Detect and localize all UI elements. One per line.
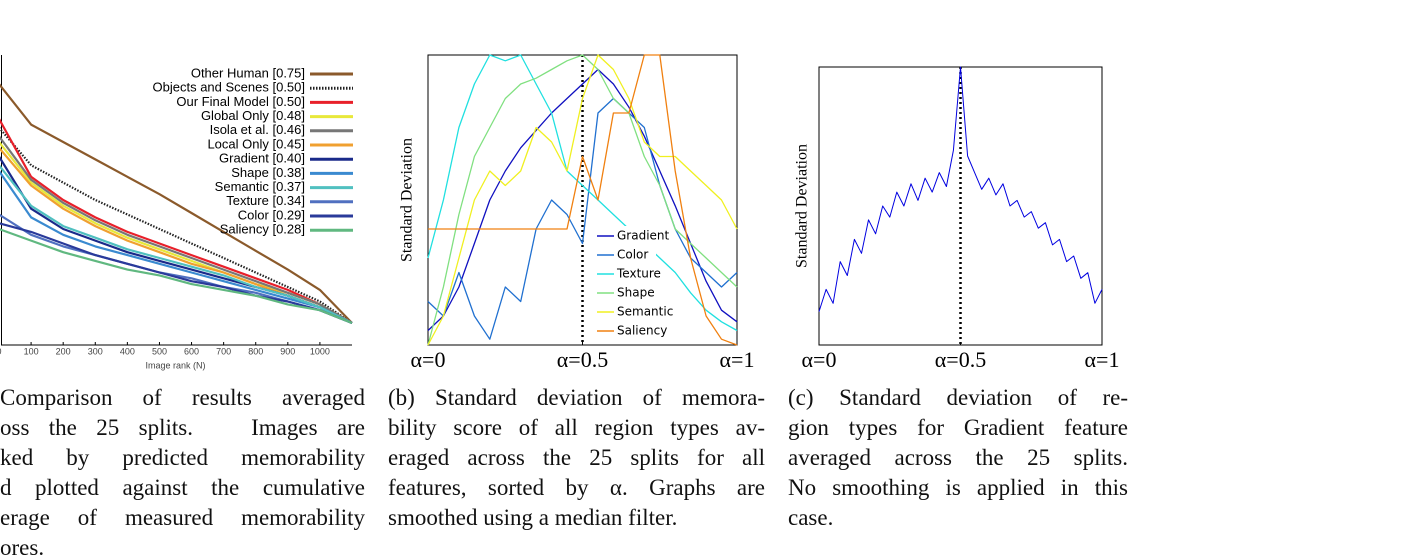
caption-line: eraged across the 25 splits for all bbox=[388, 445, 765, 470]
legend-box bbox=[592, 226, 656, 342]
caption-line: averaged across the 25 splits. bbox=[788, 445, 1128, 470]
x-tick-label: 500 bbox=[152, 346, 167, 356]
x-axis-label: Image rank (N) bbox=[145, 360, 205, 370]
x-tick-label: α=1 bbox=[720, 347, 755, 372]
data-line bbox=[818, 66, 1103, 312]
legend-label: Saliency [0.28] bbox=[220, 222, 305, 237]
data-line bbox=[427, 54, 738, 346]
legend-label: Semantic [0.37] bbox=[215, 179, 305, 194]
legend-label: Local Only [0.45] bbox=[207, 136, 305, 151]
caption: (c) Standard deviation of re-gion types … bbox=[788, 383, 1128, 533]
legend-label: Semantic bbox=[617, 305, 673, 319]
x-tick-label: α=0 bbox=[411, 347, 446, 372]
legend-label: Gradient [0.40] bbox=[219, 151, 305, 166]
caption-line: features, sorted by α. Graphs are bbox=[388, 475, 765, 500]
data-line bbox=[0, 83, 353, 324]
x-tick-label: α=0 bbox=[802, 347, 837, 372]
caption-line: No smoothing is applied in this bbox=[788, 475, 1128, 500]
caption: Comparison of results averaged oss the 25… bbox=[0, 383, 365, 558]
caption-line: bility score of all region types av- bbox=[388, 415, 765, 440]
legend-label: Shape bbox=[617, 286, 655, 300]
legend-label: Texture bbox=[616, 267, 661, 281]
legend-label: Color bbox=[617, 248, 648, 262]
data-line bbox=[428, 54, 738, 346]
data-line bbox=[0, 222, 353, 325]
x-tick-label: α=0.5 bbox=[935, 347, 986, 372]
x-tick-label: 1000 bbox=[310, 346, 330, 356]
data-line bbox=[0, 118, 353, 324]
legend-label: Texture [0.34] bbox=[226, 193, 305, 208]
x-tick-label: α=0.5 bbox=[557, 347, 608, 372]
legend-label: Global Only [0.48] bbox=[201, 108, 305, 123]
legend-label: Our Final Model [0.50] bbox=[176, 94, 305, 109]
caption: (b) Standard deviation of memora-bility … bbox=[388, 383, 765, 533]
data-line bbox=[0, 228, 353, 325]
data-line bbox=[427, 54, 738, 346]
data-line bbox=[0, 126, 353, 324]
caption-line: (c) Standard deviation of re- bbox=[788, 385, 1128, 410]
x-tick-label: 300 bbox=[88, 346, 103, 356]
caption-line: case. bbox=[788, 505, 834, 530]
y-axis-label: Standard Deviation bbox=[794, 144, 811, 268]
x-tick-label: 800 bbox=[248, 346, 263, 356]
figure: 0 100 200 300 400 500 600 700 800 900 1000 Image ra… bbox=[0, 54, 1120, 372]
legend-label: Saliency bbox=[617, 324, 667, 338]
x-tick-label: 600 bbox=[184, 346, 199, 356]
legend-label: Gradient bbox=[617, 229, 670, 243]
legend-label: Other Human [0.75] bbox=[191, 65, 305, 80]
x-tick-label: 400 bbox=[120, 346, 135, 356]
legend-label: Shape [0.38] bbox=[231, 165, 305, 180]
data-line bbox=[427, 54, 738, 332]
caption-line: d plotted against the cumulative bbox=[0, 475, 365, 500]
legend-label: Isola et al. [0.46] bbox=[210, 122, 305, 137]
caption-line: gion types for Gradient feature bbox=[788, 415, 1128, 440]
legend-label: Objects and Scenes [0.50] bbox=[153, 80, 305, 95]
caption-line: smoothed using a median filter. bbox=[388, 505, 678, 530]
caption-line: ores. bbox=[0, 535, 45, 558]
x-tick-label: α=1 bbox=[1085, 347, 1120, 372]
x-tick-label: 0 bbox=[0, 346, 2, 356]
caption-line: erage of measured memorability bbox=[0, 505, 365, 530]
legend-label: Color [0.29] bbox=[238, 207, 305, 222]
x-tick-label: 100 bbox=[24, 346, 39, 356]
x-tick-label: 900 bbox=[280, 346, 295, 356]
data-line bbox=[0, 164, 353, 324]
caption-line: ked by predicted memorability bbox=[0, 445, 365, 470]
data-line bbox=[0, 170, 353, 324]
data-line bbox=[427, 97, 738, 340]
caption-line: Comparison of results averaged bbox=[0, 385, 365, 410]
y-axis-label: Standard Deviation bbox=[399, 138, 416, 262]
caption-line: oss the 25 splits. Images are bbox=[0, 415, 365, 440]
x-tick-label: 700 bbox=[216, 346, 231, 356]
x-tick-label: 200 bbox=[56, 346, 71, 356]
data-line bbox=[0, 135, 353, 324]
caption-line: (b) Standard deviation of memora- bbox=[388, 385, 765, 410]
